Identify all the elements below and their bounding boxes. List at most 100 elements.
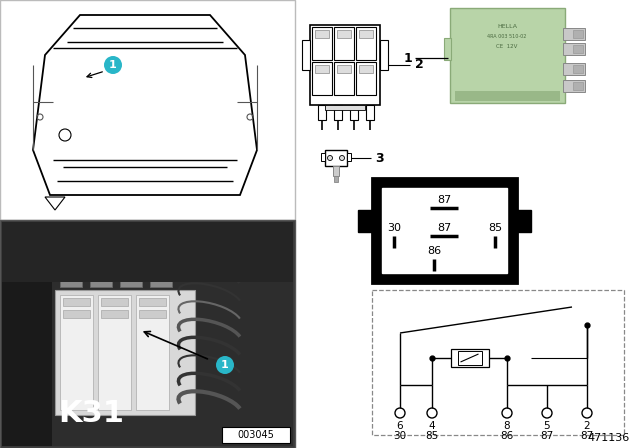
Bar (315, 30, 329, 38)
Text: 5: 5 (544, 421, 550, 431)
Bar (101, 298, 128, 306)
Text: 87: 87 (540, 431, 554, 441)
Circle shape (216, 356, 234, 374)
Text: 87: 87 (580, 431, 594, 441)
Bar (325, 105, 365, 110)
Bar (60, 268, 82, 272)
Bar (450, 8, 565, 103)
Bar (2, 222, 52, 446)
Bar (321, 153, 325, 161)
Bar (372, 290, 624, 435)
Bar (573, 82, 583, 90)
Bar (359, 30, 373, 38)
Bar (573, 65, 583, 73)
Text: 4RA 003 510-02: 4RA 003 510-02 (487, 34, 527, 39)
Circle shape (427, 408, 437, 418)
Bar (563, 63, 585, 75)
Text: 1: 1 (403, 52, 412, 65)
Bar (515, 210, 531, 232)
Text: 2: 2 (584, 421, 590, 431)
Text: 4: 4 (429, 421, 435, 431)
Bar (98, 295, 131, 410)
Text: HELLA: HELLA (497, 23, 517, 29)
Bar (60, 272, 82, 287)
Bar (366, 105, 374, 120)
Text: 2: 2 (415, 59, 424, 72)
Bar (347, 153, 351, 161)
Bar (563, 28, 585, 40)
Bar (333, 166, 339, 176)
Circle shape (542, 408, 552, 418)
Bar (139, 298, 166, 306)
Text: 3: 3 (375, 151, 383, 164)
Bar (334, 105, 342, 120)
Text: 85: 85 (488, 223, 502, 233)
Bar (563, 43, 585, 55)
Bar (90, 268, 112, 272)
Bar (359, 65, 373, 73)
Bar (350, 105, 358, 120)
Bar (120, 272, 142, 287)
Bar (455, 91, 560, 101)
Text: 8: 8 (504, 421, 510, 431)
Text: 6: 6 (397, 421, 403, 431)
Bar (318, 105, 326, 120)
Bar (573, 45, 583, 53)
Circle shape (502, 408, 512, 418)
Bar (60, 295, 93, 410)
Text: 85: 85 (426, 431, 438, 441)
Bar (136, 295, 169, 410)
Bar (358, 210, 374, 232)
Bar (120, 268, 142, 272)
Bar (372, 178, 517, 283)
Bar (0, 220, 295, 448)
Bar (356, 62, 376, 95)
Bar (0, 0, 295, 220)
Bar (380, 40, 388, 70)
Bar (334, 27, 354, 60)
Bar (90, 272, 112, 287)
Bar (312, 62, 332, 95)
Text: 87: 87 (437, 223, 451, 233)
Bar (302, 40, 310, 70)
Text: K31: K31 (58, 399, 124, 427)
Bar (2, 222, 293, 282)
Text: 30: 30 (394, 431, 406, 441)
Polygon shape (45, 197, 65, 210)
Bar (101, 310, 128, 318)
Text: 86: 86 (500, 431, 514, 441)
Text: 1: 1 (109, 60, 117, 70)
Bar (334, 62, 354, 95)
Bar (356, 27, 376, 60)
Bar (334, 176, 338, 182)
Circle shape (328, 155, 333, 160)
Bar (63, 310, 90, 318)
Text: 003045: 003045 (237, 430, 275, 440)
Circle shape (582, 408, 592, 418)
Bar (2, 222, 293, 446)
Bar (337, 30, 351, 38)
Text: 86: 86 (427, 246, 441, 256)
Bar (312, 27, 332, 60)
Bar (382, 188, 507, 273)
Bar (325, 150, 347, 166)
Bar (573, 30, 583, 38)
Bar (458, 351, 481, 365)
Bar (310, 25, 380, 105)
Bar (315, 65, 329, 73)
Bar (451, 349, 488, 367)
Polygon shape (33, 15, 257, 195)
Bar (150, 272, 172, 287)
Bar (222, 427, 290, 443)
Text: 30: 30 (387, 223, 401, 233)
Text: 87: 87 (437, 195, 451, 205)
Bar (337, 65, 351, 73)
Circle shape (395, 408, 405, 418)
Text: CE  12V: CE 12V (496, 43, 518, 48)
Text: 471136: 471136 (588, 433, 630, 443)
Circle shape (339, 155, 344, 160)
Bar (63, 298, 90, 306)
Bar (563, 80, 585, 92)
Bar (139, 310, 166, 318)
Bar (55, 290, 195, 415)
